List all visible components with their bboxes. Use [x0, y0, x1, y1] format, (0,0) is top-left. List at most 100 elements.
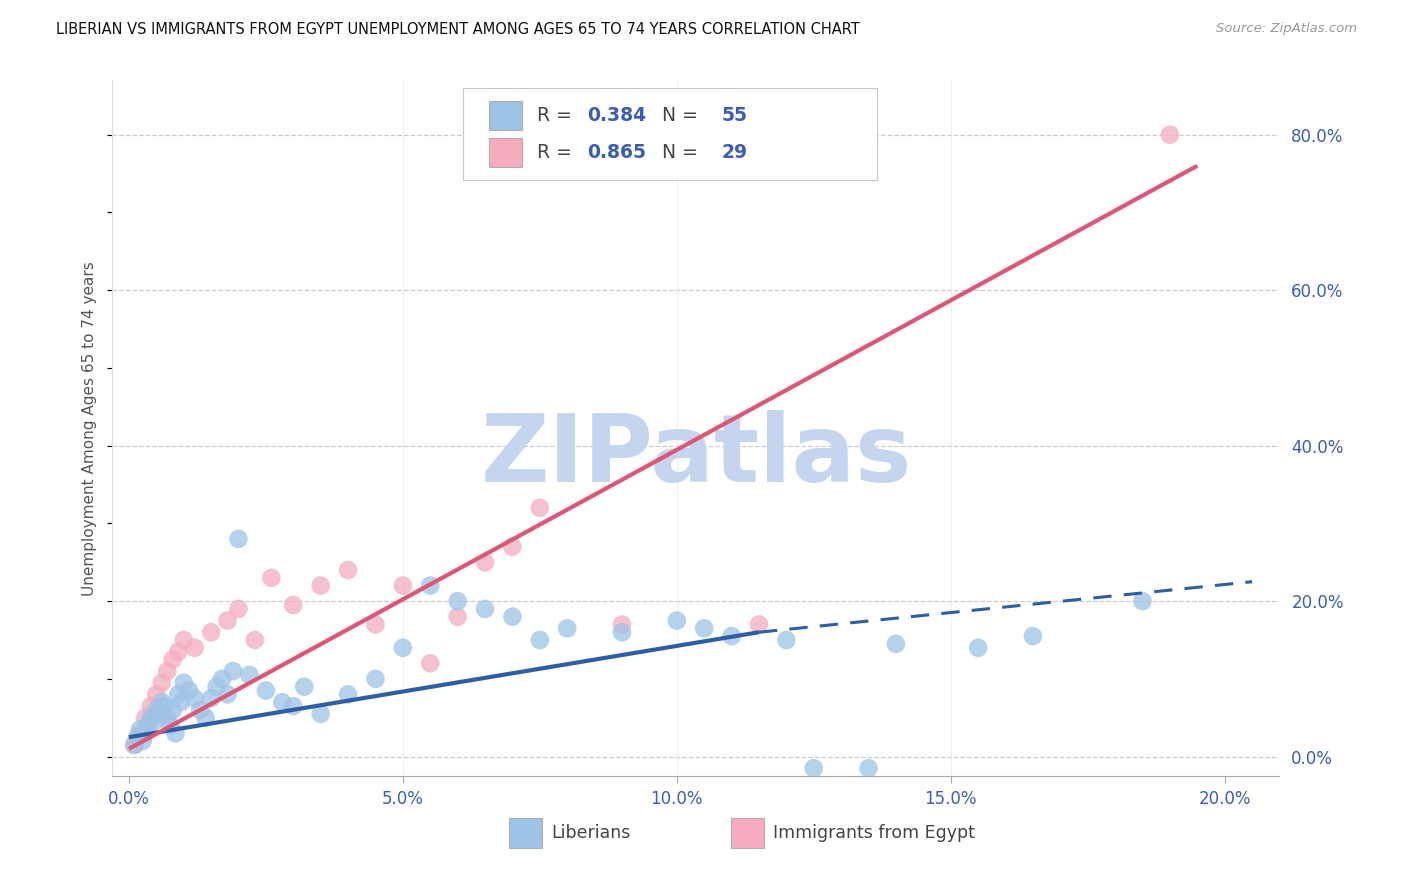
Point [150, 675, 173, 690]
Point [134, 726, 156, 740]
Point [775, 632, 797, 647]
Text: Source: ZipAtlas.com: Source: ZipAtlas.com [1216, 22, 1357, 36]
Text: LIBERIAN VS IMMIGRANTS FROM EGYPT UNEMPLOYMENT AMONG AGES 65 TO 74 YEARS CORRELA: LIBERIAN VS IMMIGRANTS FROM EGYPT UNEMPL… [56, 22, 860, 37]
Text: N =: N = [651, 105, 704, 125]
FancyBboxPatch shape [731, 819, 763, 847]
Point [243, 632, 266, 647]
Point [364, 672, 387, 686]
Point [748, 617, 770, 632]
Point [156, 664, 179, 678]
Point [474, 555, 496, 569]
Point [610, 625, 633, 640]
Point [610, 617, 633, 632]
Text: 55: 55 [721, 105, 748, 125]
Point [145, 703, 167, 717]
Point [170, 695, 193, 709]
Point [124, 738, 146, 752]
Point [200, 691, 222, 706]
Point [228, 532, 250, 546]
Point [200, 625, 222, 640]
Text: N =: N = [651, 143, 704, 162]
Point [167, 645, 190, 659]
Point [238, 668, 260, 682]
Text: 29: 29 [721, 143, 748, 162]
FancyBboxPatch shape [489, 138, 522, 167]
Point [392, 640, 415, 655]
Point [337, 687, 360, 701]
Point [124, 738, 146, 752]
Point [217, 687, 239, 701]
Point [364, 617, 387, 632]
Point [529, 632, 551, 647]
Point [148, 706, 170, 721]
Point [254, 683, 277, 698]
Point [283, 598, 305, 612]
Point [1159, 128, 1181, 142]
Point [159, 718, 181, 732]
Y-axis label: Unemployment Among Ages 65 to 74 years: Unemployment Among Ages 65 to 74 years [82, 260, 97, 596]
Point [858, 761, 880, 775]
Point [337, 563, 360, 577]
Point [271, 695, 294, 709]
Point [173, 632, 195, 647]
Text: 0.384: 0.384 [588, 105, 647, 125]
Text: Immigrants from Egypt: Immigrants from Egypt [773, 824, 974, 842]
FancyBboxPatch shape [509, 819, 541, 847]
Point [1132, 594, 1154, 608]
Point [188, 703, 211, 717]
Point [162, 703, 184, 717]
Point [501, 609, 523, 624]
Point [292, 680, 315, 694]
Point [145, 687, 167, 701]
Point [205, 680, 228, 694]
FancyBboxPatch shape [489, 101, 522, 130]
Point [127, 730, 149, 744]
Point [183, 691, 205, 706]
Point [165, 726, 187, 740]
Point [693, 621, 716, 635]
FancyBboxPatch shape [463, 88, 877, 180]
Point [211, 672, 233, 686]
Point [446, 594, 468, 608]
Point [803, 761, 825, 775]
Point [128, 723, 150, 737]
Point [665, 614, 688, 628]
Text: ZIPatlas: ZIPatlas [481, 410, 911, 502]
Point [183, 640, 205, 655]
Point [142, 714, 165, 729]
Point [529, 500, 551, 515]
Point [128, 726, 150, 740]
Text: Liberians: Liberians [551, 824, 631, 842]
Point [134, 711, 156, 725]
Point [884, 637, 907, 651]
Point [501, 540, 523, 554]
Point [555, 621, 578, 635]
Point [720, 629, 742, 643]
Text: 0.865: 0.865 [588, 143, 647, 162]
Point [260, 571, 283, 585]
Point [136, 718, 159, 732]
Text: R =: R = [537, 143, 578, 162]
Point [167, 687, 190, 701]
Point [283, 699, 305, 714]
Point [156, 711, 179, 725]
Point [179, 683, 201, 698]
Text: R =: R = [537, 105, 578, 125]
Point [1022, 629, 1045, 643]
Point [173, 675, 195, 690]
Point [419, 657, 441, 671]
Point [194, 711, 217, 725]
Point [139, 711, 162, 725]
Point [474, 602, 496, 616]
Point [967, 640, 990, 655]
Point [222, 664, 245, 678]
Point [131, 734, 153, 748]
Point [150, 695, 173, 709]
Point [139, 699, 162, 714]
Point [419, 578, 441, 592]
Point [162, 652, 184, 666]
Point [446, 609, 468, 624]
Point [153, 699, 176, 714]
Point [392, 578, 415, 592]
Point [228, 602, 250, 616]
